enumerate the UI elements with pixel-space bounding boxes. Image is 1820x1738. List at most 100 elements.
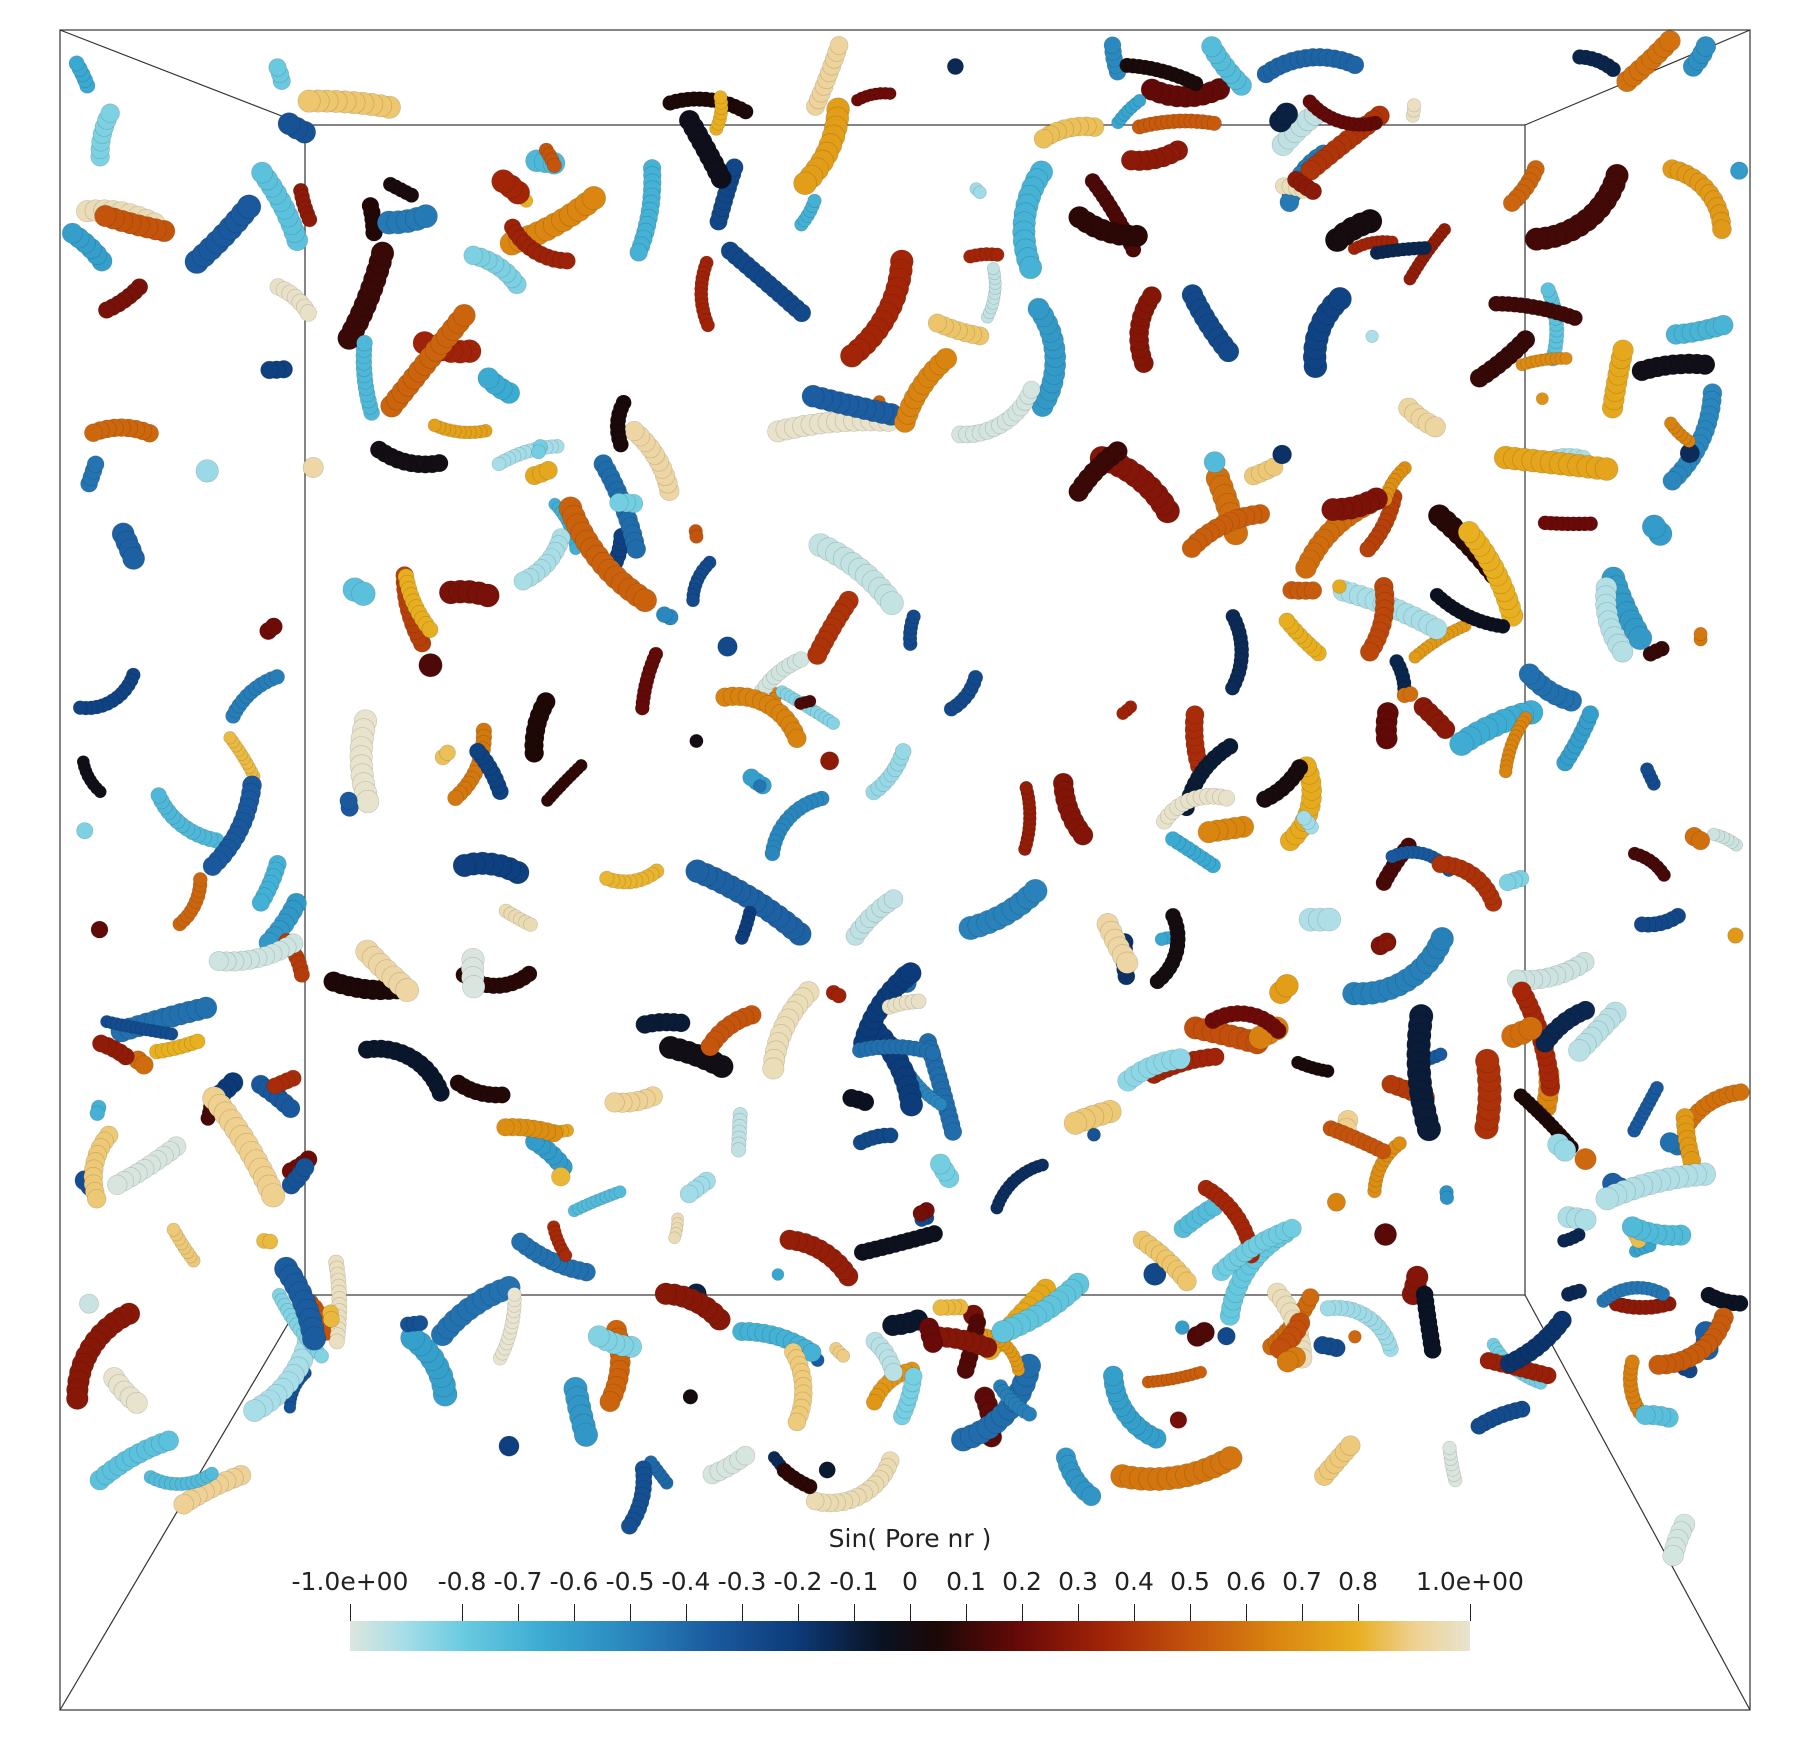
pore-sphere (223, 731, 237, 745)
pore-sphere (1278, 612, 1296, 630)
colorbar-tick-mark (517, 1604, 519, 1621)
pore-sphere (880, 591, 904, 616)
pore-sphere (1694, 354, 1716, 375)
pore-sphere (1557, 1233, 1571, 1248)
pore-sphere (1269, 1022, 1287, 1040)
pore-sphere (92, 1034, 111, 1053)
pore-sphere (356, 334, 373, 352)
pore-sphere (1574, 1208, 1597, 1231)
pore-sphere (792, 303, 812, 323)
pore-sphere (1408, 650, 1422, 664)
pore-sphere (1712, 219, 1732, 240)
pore-sphere (1087, 1127, 1101, 1142)
pore-sphere (535, 692, 556, 712)
pore-sphere (251, 161, 274, 184)
pore-sphere (1524, 227, 1549, 251)
pore-sphere (1635, 1404, 1656, 1426)
pore-sphere (829, 36, 849, 55)
pore-sphere (295, 1157, 315, 1177)
pore-sphere (1553, 1139, 1577, 1162)
pore-sphere (1345, 55, 1365, 75)
pore-sphere (1165, 831, 1181, 847)
pore-sphere (1360, 641, 1380, 662)
pore-sphere (166, 1222, 181, 1237)
pore-sphere (194, 996, 218, 1019)
pore-sphere (462, 975, 486, 999)
pore-sphere (1295, 557, 1317, 579)
pore-sphere (283, 1401, 297, 1414)
pore-sphere (1187, 75, 1204, 92)
colorbar-tick-mark (1357, 1604, 1359, 1621)
pore-sphere (1022, 380, 1041, 399)
pore-sphere (498, 1435, 520, 1457)
pore-sphere (1217, 1326, 1236, 1346)
pore-sphere (894, 743, 912, 760)
pore-sphere (469, 742, 487, 761)
pore-sphere (302, 1326, 327, 1351)
pore-sphere (912, 1205, 930, 1222)
pore-sphere (427, 418, 442, 433)
pore-sphere (1021, 1406, 1037, 1422)
pore-sphere (1416, 1116, 1442, 1142)
pore-sphere (1503, 194, 1522, 213)
pore-sphere (717, 636, 738, 657)
pore-sphere (66, 1387, 89, 1410)
colorbar-gradient (350, 1621, 1470, 1651)
pore-sphere (1303, 581, 1323, 600)
pore-sphere (629, 243, 648, 262)
pore-sphere (1035, 1158, 1049, 1172)
pore-sphere (930, 1153, 951, 1175)
pore-sphere (1282, 1218, 1302, 1239)
pore-sphere (1633, 916, 1651, 933)
pore-sphere (935, 347, 958, 370)
pore-sphere (297, 89, 321, 113)
pore-sphere (1177, 1271, 1197, 1292)
pore-sphere (236, 194, 262, 219)
pore-sphere (1023, 878, 1048, 904)
pore-sphere (753, 779, 767, 793)
pore-sphere (762, 1057, 785, 1080)
pore-sphere (1291, 1055, 1305, 1070)
pore-sphere (991, 1320, 1015, 1344)
colorbar-tick-label: -0.6 (549, 1567, 599, 1596)
pore-sphere (840, 343, 864, 368)
pore-sphere (883, 87, 897, 100)
pore-sphere (513, 571, 533, 591)
pore-sphere (339, 791, 358, 810)
pore-sphere (1359, 540, 1377, 558)
pore-sphere (1319, 1300, 1336, 1317)
colorbar-tick-label: 0.8 (1338, 1567, 1378, 1596)
pore-sphere (262, 1233, 279, 1250)
pore-sphere (100, 103, 120, 123)
colorbar-tick-label: -0.2 (773, 1567, 823, 1596)
pore-sphere (1116, 951, 1139, 974)
colorbar-tick-mark (461, 1604, 463, 1621)
pore-sphere (1348, 1330, 1362, 1344)
pore-sphere (1121, 150, 1142, 171)
pore-sphere (546, 157, 562, 173)
pore-sphere (1429, 587, 1445, 603)
pore-sphere (899, 962, 922, 985)
pore-sphere (1425, 618, 1448, 640)
pore-sphere (1068, 481, 1089, 502)
pore-sphere (679, 1184, 699, 1204)
pore-sphere (243, 1399, 266, 1422)
pore-sphere (1439, 1190, 1455, 1206)
pore-sphere (1430, 926, 1454, 951)
pore-sphere (1381, 1074, 1401, 1094)
pore-sphere (1648, 1354, 1669, 1375)
pore-sphere (1423, 1340, 1442, 1359)
pore-sphere (943, 1122, 963, 1141)
pore-sphere (818, 1461, 836, 1479)
pore-sphere (604, 1092, 625, 1113)
pore-sphere (1275, 973, 1299, 998)
pore-sphere (794, 697, 807, 710)
colorbar-tick-label: 1.0e+00 (1416, 1567, 1524, 1596)
colorbar-tick-label: 0.7 (1282, 1567, 1322, 1596)
pore-sphere (624, 420, 645, 442)
pore-sphere (1317, 907, 1342, 932)
pore-sphere (737, 103, 754, 120)
pore-sphere (1498, 764, 1513, 779)
pore-sphere (1727, 927, 1744, 944)
